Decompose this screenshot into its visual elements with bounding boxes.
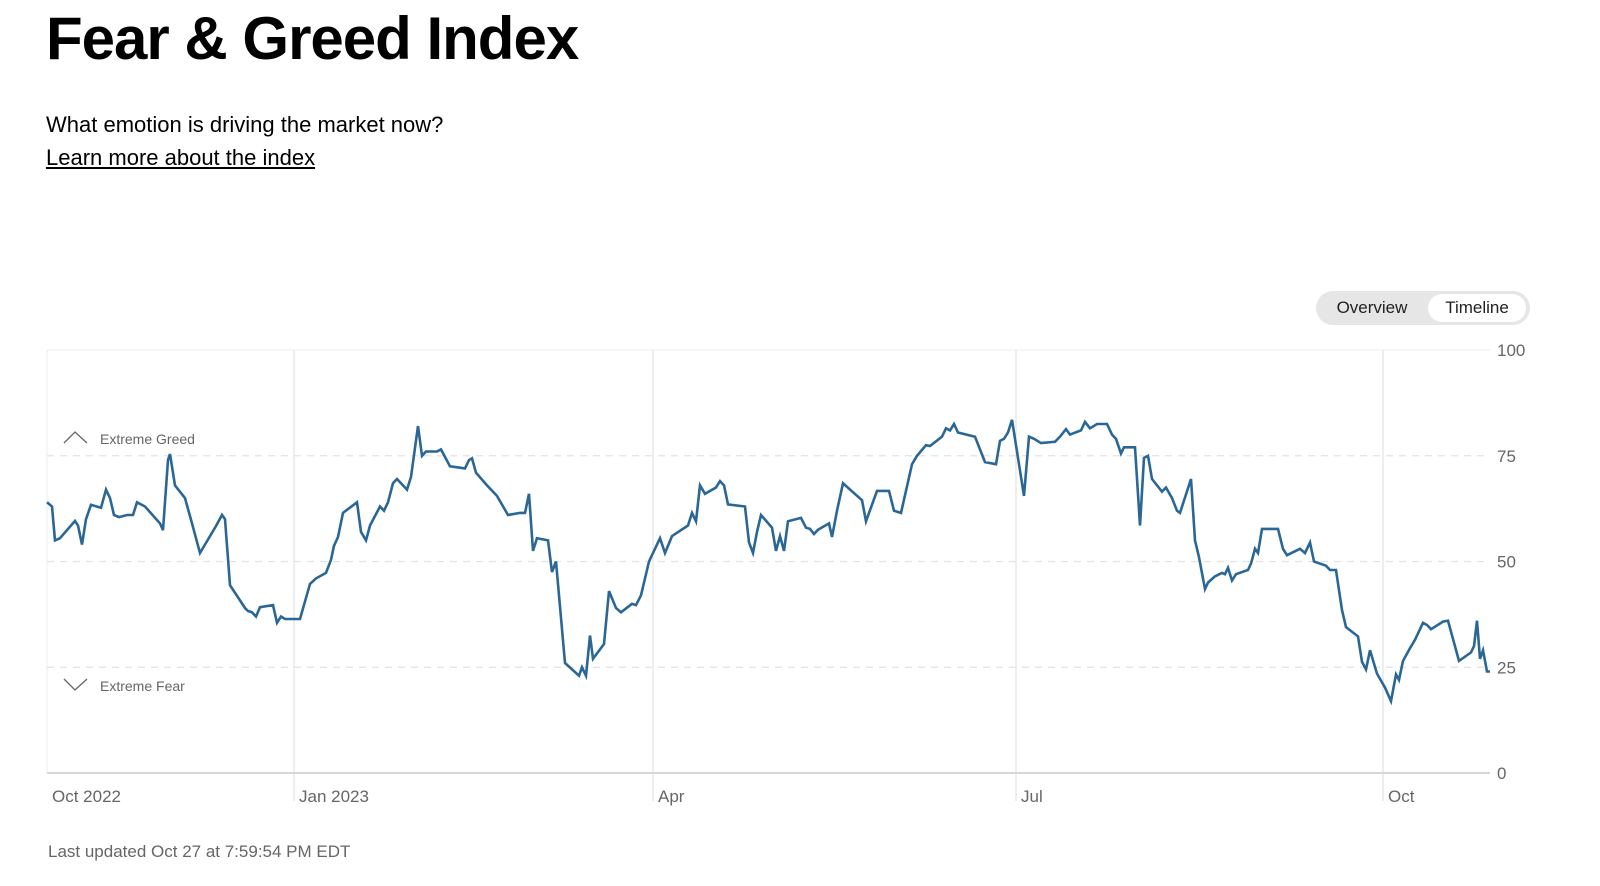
index-series-line — [46, 419, 1490, 706]
chevron-up-icon — [63, 431, 88, 444]
y-tick-label: 50 — [1497, 553, 1516, 572]
tab-timeline[interactable]: Timeline — [1428, 294, 1526, 322]
page-subtitle: What emotion is driving the market now? — [46, 112, 444, 137]
learn-more-link[interactable]: Learn more about the index — [46, 145, 316, 170]
view-toggle: Overview Timeline — [1316, 291, 1530, 325]
chevron-down-icon — [63, 678, 88, 691]
x-tick-label: Oct 2022 — [52, 787, 121, 806]
last-updated: Last updated Oct 27 at 7:59:54 PM EDT — [48, 842, 351, 861]
x-tick-label: Oct — [1388, 787, 1415, 806]
y-tick-label: 25 — [1497, 658, 1516, 677]
x-tick-label: Apr — [658, 787, 685, 806]
x-tick-label: Jul — [1021, 787, 1043, 806]
page-title: Fear & Greed Index — [46, 5, 579, 72]
tab-overview[interactable]: Overview — [1336, 298, 1408, 317]
y-tick-label: 0 — [1497, 764, 1506, 783]
y-tick-label: 100 — [1497, 341, 1525, 360]
y-tick-label: 75 — [1497, 447, 1516, 466]
x-tick-label: Jan 2023 — [299, 787, 369, 806]
extreme-fear-label: Extreme Fear — [100, 678, 185, 694]
extreme-greed-label: Extreme Greed — [100, 431, 195, 447]
